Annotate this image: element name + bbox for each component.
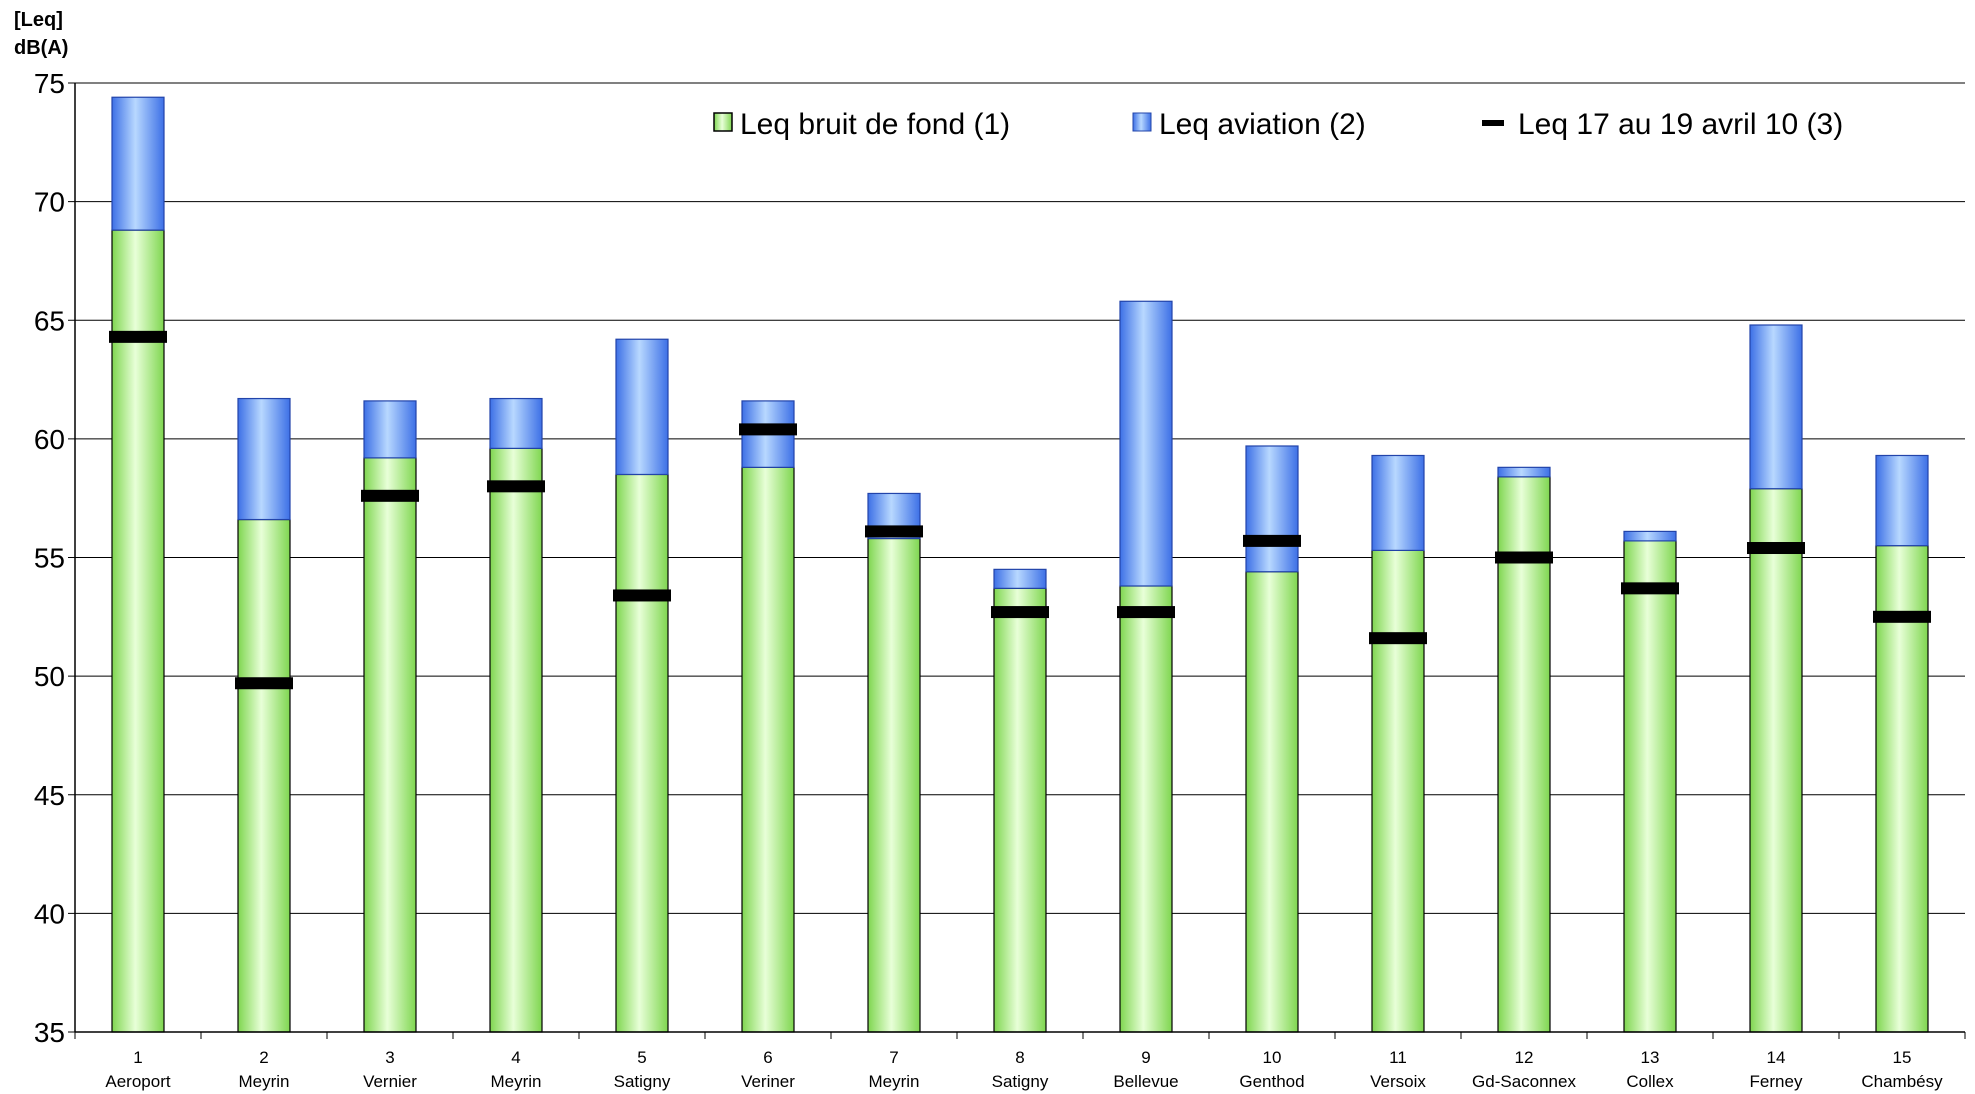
y-tick-label-55: 55: [34, 543, 65, 574]
x-tick-name-15: Chambésy: [1861, 1072, 1943, 1091]
x-tick-name-7: Meyrin: [868, 1072, 919, 1091]
x-tick-name-14: Ferney: [1750, 1072, 1803, 1091]
marker-measured-1: [109, 330, 167, 343]
y-tick-label-65: 65: [34, 305, 65, 336]
x-tick-name-4: Meyrin: [490, 1072, 541, 1091]
marker-measured-13: [1621, 582, 1679, 595]
x-tick-name-11: Versoix: [1370, 1072, 1426, 1091]
bar-background-1: [111, 229, 165, 1033]
x-tick-number-11: 11: [1389, 1048, 1407, 1067]
x-tick-number-12: 12: [1515, 1048, 1534, 1067]
bar-background-13: [1623, 540, 1677, 1033]
y-tick-label-40: 40: [34, 898, 65, 929]
marker-measured-7: [865, 525, 923, 538]
x-tick-number-6: 6: [763, 1048, 772, 1067]
legend-swatch-marker: [1482, 120, 1504, 126]
x-tick-number-13: 13: [1641, 1048, 1660, 1067]
bar-aviation-13: [1623, 530, 1677, 542]
marker-measured-14: [1747, 542, 1805, 555]
y-tick-label-60: 60: [34, 424, 65, 455]
x-tick-name-8: Satigny: [992, 1072, 1049, 1091]
bar-background-2: [237, 518, 291, 1033]
bar-aviation-8: [993, 568, 1047, 589]
x-tick-number-14: 14: [1767, 1048, 1786, 1067]
y-tick-labels: 35 40 45 50 55 60 65 70 75: [34, 68, 65, 1048]
legend-swatch-background: [713, 112, 733, 132]
x-tick-number-8: 8: [1015, 1048, 1024, 1067]
bar-aviation-10: [1245, 445, 1299, 573]
marker-measured-2: [235, 677, 293, 690]
bar-background-9: [1119, 585, 1173, 1033]
bar-background-11: [1371, 549, 1425, 1033]
y-tick-label-75: 75: [34, 68, 65, 99]
marker-measured-15: [1873, 610, 1931, 623]
bar-background-10: [1245, 571, 1299, 1033]
x-tick-name-6: Veriner: [741, 1072, 795, 1091]
bar-background-14: [1749, 488, 1803, 1033]
legend-swatch-aviation: [1132, 112, 1152, 132]
bar-background-8: [993, 587, 1047, 1033]
bar-background-15: [1875, 545, 1929, 1033]
y-tick-label-35: 35: [34, 1017, 65, 1048]
marker-measured-4: [487, 480, 545, 493]
bar-aviation-12: [1497, 466, 1551, 478]
x-tick-number-7: 7: [889, 1048, 898, 1067]
marker-measured-9: [1117, 606, 1175, 619]
y-axis-label-line2: dB(A): [14, 37, 68, 59]
bar-background-5: [615, 473, 669, 1033]
bar-aviation-5: [615, 338, 669, 476]
marker-measured-11: [1369, 632, 1427, 645]
axes: [74, 83, 1966, 1039]
bar-background-6: [741, 466, 795, 1033]
bar-background-7: [867, 537, 921, 1033]
marker-measured-3: [361, 489, 419, 502]
marker-measured-8: [991, 606, 1049, 619]
legend: Leq bruit de fond (1) Leq aviation (2) L…: [713, 108, 1843, 141]
bar-aviation-1: [111, 96, 165, 231]
x-tick-name-5: Satigny: [614, 1072, 671, 1091]
legend-label-aviation: Leq aviation (2): [1159, 108, 1366, 141]
x-tick-name-3: Vernier: [363, 1072, 417, 1091]
marker-measured-12: [1495, 551, 1553, 564]
bar-background-4: [489, 447, 543, 1033]
bar-background-12: [1497, 476, 1551, 1033]
x-tick-number-3: 3: [385, 1048, 394, 1067]
y-tick-label-50: 50: [34, 661, 65, 692]
x-tick-number-15: 15: [1893, 1048, 1912, 1067]
y-axis-label-line1: [Leq]: [14, 9, 63, 31]
x-tick-name-13: Collex: [1626, 1072, 1674, 1091]
x-tick-name-12: Gd-Saconnex: [1472, 1072, 1576, 1091]
legend-label-background: Leq bruit de fond (1): [740, 108, 1010, 141]
x-tick-name-1: Aeroport: [105, 1072, 170, 1091]
x-tick-labels: 1 Aeroport 2 Meyrin 3 Vernier 4 Meyrin 5 Satigny 6…: [105, 1048, 1943, 1091]
x-tick-number-4: 4: [511, 1048, 520, 1067]
x-tick-number-2: 2: [259, 1048, 268, 1067]
marker-measured-6: [739, 423, 797, 436]
marker-measured-10: [1243, 534, 1301, 547]
bar-aviation-11: [1371, 454, 1425, 551]
bar-aviation-14: [1749, 324, 1803, 490]
legend-label-marker: Leq 17 au 19 avril 10 (3): [1518, 108, 1843, 141]
marker-measured-5: [613, 589, 671, 602]
x-tick-name-2: Meyrin: [238, 1072, 289, 1091]
bar-background-3: [363, 457, 417, 1033]
x-tick-name-10: Genthod: [1239, 1072, 1304, 1091]
bar-aviation-9: [1119, 300, 1173, 587]
bar-aviation-2: [237, 397, 291, 521]
bar-aviation-3: [363, 400, 417, 459]
y-tick-label-70: 70: [34, 187, 65, 218]
bar-aviation-4: [489, 397, 543, 449]
x-tick-number-10: 10: [1263, 1048, 1282, 1067]
x-tick-number-1: 1: [133, 1048, 142, 1067]
x-tick-number-5: 5: [637, 1048, 646, 1067]
bar-aviation-15: [1875, 454, 1929, 547]
bars: [109, 96, 1931, 1033]
x-tick-number-9: 9: [1141, 1048, 1150, 1067]
y-tick-label-45: 45: [34, 780, 65, 811]
x-tick-name-9: Bellevue: [1113, 1072, 1178, 1091]
